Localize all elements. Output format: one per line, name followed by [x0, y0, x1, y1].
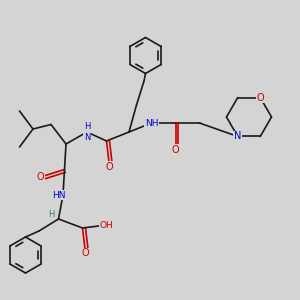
- Text: NH: NH: [145, 118, 158, 127]
- Text: HN: HN: [52, 190, 65, 200]
- Text: O: O: [37, 172, 44, 182]
- Text: O: O: [172, 145, 179, 155]
- Text: N: N: [234, 131, 242, 142]
- Text: OH: OH: [100, 220, 113, 230]
- Text: H
N: H N: [84, 122, 90, 142]
- Text: O: O: [256, 92, 264, 103]
- Text: O: O: [82, 248, 89, 259]
- Text: O: O: [106, 161, 113, 172]
- Text: H: H: [48, 210, 54, 219]
